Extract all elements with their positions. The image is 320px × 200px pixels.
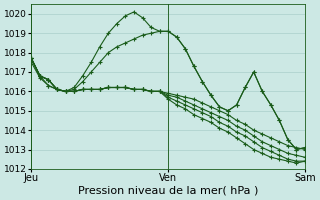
X-axis label: Pression niveau de la mer( hPa ): Pression niveau de la mer( hPa ) [78, 186, 258, 196]
